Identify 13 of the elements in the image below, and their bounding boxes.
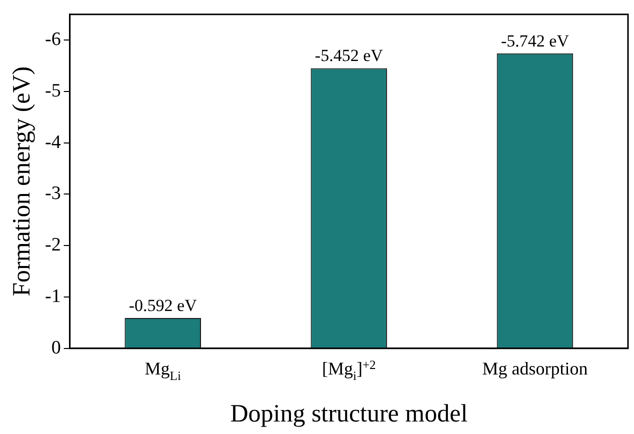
x-axis-title: Doping structure model xyxy=(230,400,468,428)
data-label: -5.742 eV xyxy=(500,31,570,50)
y-tick-label: -3 xyxy=(45,183,61,204)
y-tick-label: -5 xyxy=(45,80,61,102)
y-tick-label: 0 xyxy=(51,337,61,358)
y-axis-title: Formation energy (eV) xyxy=(8,66,36,296)
y-tick-label: -4 xyxy=(45,132,62,153)
y-tick-label: -6 xyxy=(45,29,61,50)
y-tick-label: -1 xyxy=(45,286,61,307)
y-tick-label: -2 xyxy=(45,234,61,256)
data-label: -5.452 eV xyxy=(314,46,384,66)
data-label: -0.592 eV xyxy=(128,296,198,315)
x-tick-label: Mg adsorption xyxy=(482,358,588,378)
